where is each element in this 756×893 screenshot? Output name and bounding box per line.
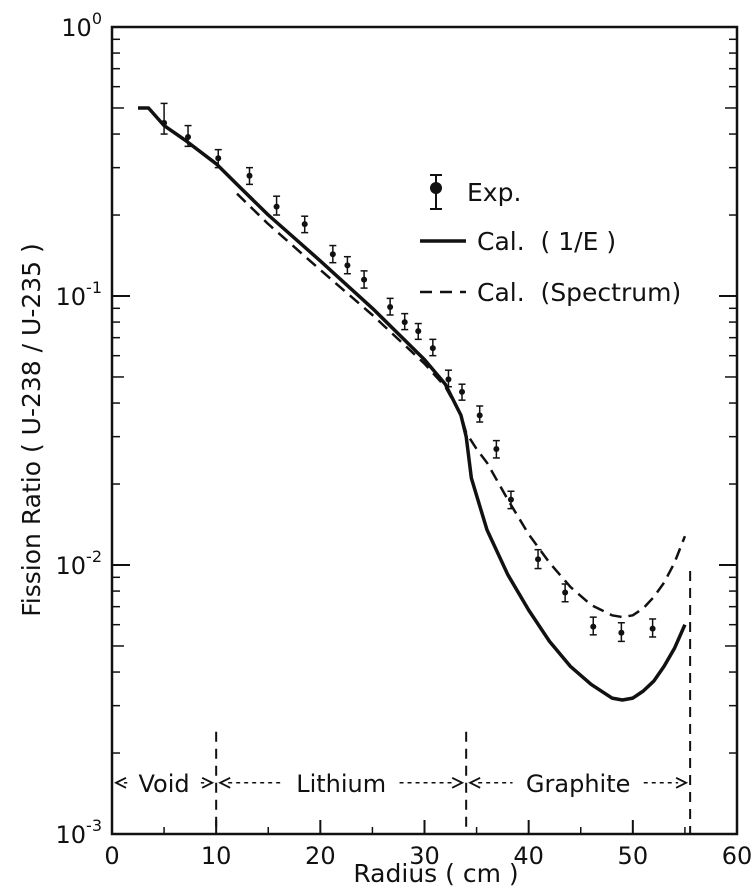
x-tick-label: 30	[409, 842, 440, 870]
y-axis-title: Fission Ratio ( U-238 / U-235 )	[17, 243, 46, 617]
x-tick-label: 0	[104, 842, 119, 870]
exp-marker	[429, 345, 436, 352]
exp-data-point	[401, 312, 409, 331]
exp-marker	[361, 276, 368, 283]
region-arrow-head-left	[113, 776, 127, 789]
exp-data-point	[534, 548, 542, 570]
exp-marker	[215, 155, 222, 162]
region-arrow-head-left	[218, 776, 231, 789]
region-arrow-head-right	[201, 776, 215, 789]
exp-marker	[415, 328, 422, 335]
y-tick-label: 10-2	[56, 547, 103, 580]
exp-marker	[649, 625, 656, 632]
exp-data-point	[649, 618, 657, 638]
exp-data-point	[476, 405, 484, 423]
legend-label-cal-spectrum: Cal. (Spectrum)	[477, 278, 681, 307]
exp-data-point	[429, 338, 437, 357]
exp-marker	[329, 251, 336, 258]
exp-data-point	[492, 439, 500, 459]
exp-marker	[459, 388, 465, 395]
exp-data-point	[273, 195, 281, 216]
exp-data-point	[360, 270, 368, 289]
exp-marker	[507, 496, 514, 503]
exp-data-point	[343, 255, 351, 275]
legend-label-exp: Exp.	[467, 178, 521, 207]
exp-data-point	[617, 621, 625, 643]
region-boundaries	[215, 570, 692, 834]
exp-marker	[246, 172, 253, 179]
region-arrow-head-right	[675, 776, 689, 789]
series-cal-spectrum-line	[236, 192, 687, 619]
legend-item-exp: Exp.	[430, 174, 521, 210]
x-tick-label: 40	[513, 842, 544, 870]
x-tick-label: 20	[305, 842, 336, 870]
exp-marker	[493, 445, 500, 452]
region-label-graphite: Graphite	[526, 770, 630, 798]
y-tick-label: 100	[61, 9, 102, 42]
exp-data-point	[246, 166, 253, 186]
exp-marker	[618, 629, 625, 636]
exp-marker	[401, 319, 408, 326]
legend-item-cal-1e: Cal. ( 1/E )	[420, 227, 616, 256]
x-axis-title: Radius ( cm )	[353, 859, 518, 888]
exp-data-point	[561, 583, 569, 603]
exp-marker	[590, 623, 597, 630]
legend-item-cal-spectrum: Cal. (Spectrum)	[420, 278, 681, 307]
exp-marker	[562, 589, 569, 596]
legend: Exp. Cal. ( 1/E ) Cal. (Spectrum)	[420, 174, 681, 307]
exp-marker	[301, 221, 308, 228]
exp-data-point	[386, 297, 394, 316]
exp-data-point	[589, 616, 597, 636]
exp-marker	[535, 556, 542, 563]
region-arrow-head-left	[468, 776, 481, 789]
region-annotations: Void Lithium Graphite	[113, 770, 689, 798]
exp-marker	[445, 376, 452, 383]
exp-data-point	[414, 322, 422, 341]
exp-marker	[185, 134, 192, 141]
legend-exp-marker	[430, 182, 442, 194]
exp-marker	[273, 203, 280, 210]
legend-label-cal-1e: Cal. ( 1/E )	[477, 227, 616, 256]
region-label-void: Void	[139, 770, 190, 798]
x-tick-label: 60	[722, 842, 753, 870]
exp-data-point	[458, 383, 466, 401]
exp-data-point	[301, 215, 309, 234]
y-tick-label: 10-3	[56, 816, 103, 849]
exp-marker	[387, 304, 394, 311]
exp-data-point	[329, 244, 337, 264]
region-arrow-head-right	[451, 776, 465, 789]
x-tick-label: 50	[618, 842, 649, 870]
tick-labels: 0 10 20 30 40 50 60 100 10-1 10-2 10-3	[56, 9, 753, 870]
exp-marker	[344, 262, 351, 269]
data-series	[138, 102, 687, 702]
series-cal-1e-line	[138, 106, 687, 702]
region-label-lithium: Lithium	[296, 770, 386, 798]
y-tick-label: 10-1	[56, 278, 103, 311]
x-tick-label: 10	[201, 842, 232, 870]
exp-marker	[476, 412, 483, 419]
